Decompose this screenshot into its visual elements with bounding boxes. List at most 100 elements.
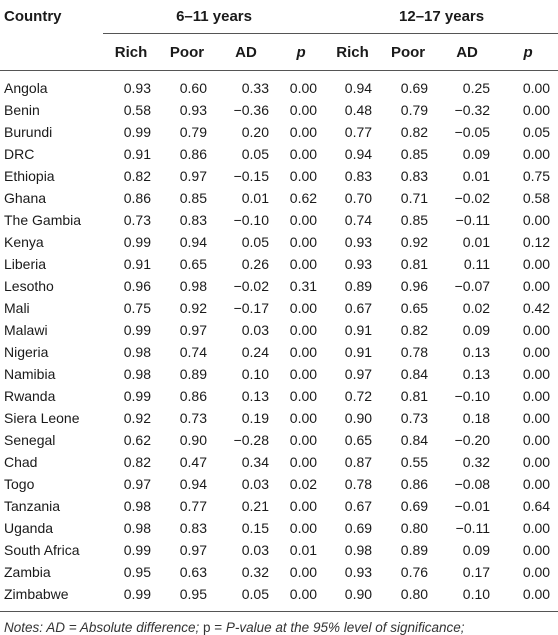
cell-p-6-11: 0.00 <box>289 410 318 426</box>
cell-p-6-11: 0.31 <box>289 278 318 294</box>
cell-p-6-11: 0.00 <box>277 583 326 612</box>
table-row: Zambia 0.95 0.63 0.32 0.00 0.93 0.76 0.17 0.00 <box>0 561 558 583</box>
cell-rich-6-11: 0.62 <box>123 432 151 448</box>
cell-p-6-11: 0.00 <box>289 256 318 272</box>
cell-p-6-11: 0.00 <box>289 212 318 228</box>
cell-p-6-11: 0.62 <box>289 190 318 206</box>
cell-poor-12-17: 0.83 <box>400 168 429 184</box>
cell-p-6-11: 0.00 <box>289 498 318 514</box>
cell-country: Senegal <box>4 432 56 448</box>
cell-ad-6-11: 0.26 <box>241 256 269 272</box>
table-row: Mali 0.75 0.92 −0.17 0.00 0.67 0.65 0.02 0.42 <box>0 297 558 319</box>
table-row: Senegal 0.62 0.90 −0.28 0.00 0.65 0.84 −0.20 0.0… <box>0 429 558 451</box>
cell-rich-12-17: 0.87 <box>344 454 373 470</box>
cell-poor-6-11: 0.93 <box>179 102 207 118</box>
cell-ad-12-17: 0.01 <box>462 168 491 184</box>
cell-p-12-17: 0.00 <box>522 366 551 382</box>
cell-rich-6-11: 0.86 <box>123 190 151 206</box>
cell-country: Kenya <box>4 234 44 250</box>
cell-ad-6-11: 0.21 <box>241 498 269 514</box>
cell-ad-12-17: −0.10 <box>454 388 491 404</box>
cell-country: Mali <box>4 300 30 316</box>
cell-p-12-17: 0.00 <box>522 80 551 96</box>
cell-ad-12-17: 0.13 <box>462 344 491 360</box>
cell-ad-6-11: −0.28 <box>233 432 269 448</box>
cell-rich-12-17: 0.97 <box>344 366 373 382</box>
cell-country: Lesotho <box>4 278 54 294</box>
table-row: Zimbabwe 0.99 0.95 0.05 0.00 0.90 0.80 0.10 0.00 <box>0 583 558 612</box>
table-row: Nigeria 0.98 0.74 0.24 0.00 0.91 0.78 0.13 0.00 <box>0 341 558 363</box>
cell-country: Ghana <box>4 190 47 206</box>
cell-country: Liberia <box>4 256 47 272</box>
notes-text-pvalue: P-value at the 95% level of significance… <box>225 620 465 635</box>
cell-poor-6-11: 0.89 <box>179 366 207 382</box>
cell-rich-6-11: 0.99 <box>123 234 151 250</box>
cell-ad-12-17: −0.11 <box>455 520 491 536</box>
cell-rich-6-11: 0.73 <box>123 212 151 228</box>
cell-p-6-11: 0.00 <box>289 454 318 470</box>
cell-poor-12-17: 0.79 <box>400 102 429 118</box>
cell-ad-12-17: −0.02 <box>454 190 491 206</box>
cell-ad-6-11: 0.10 <box>241 366 269 382</box>
cell-poor-6-11: 0.86 <box>179 388 207 404</box>
cell-rich-6-11: 0.98 <box>123 366 151 382</box>
cell-rich-6-11: 0.99 <box>123 542 151 558</box>
cell-p-12-17: 0.00 <box>522 476 551 492</box>
cell-ad-6-11: 0.24 <box>241 344 269 360</box>
column-header-country: Country <box>4 8 62 26</box>
column-header-ad: AD <box>436 33 499 71</box>
cell-rich-12-17: 0.94 <box>344 80 373 96</box>
cell-rich-12-17: 0.67 <box>344 300 373 316</box>
cell-p-6-11: 0.00 <box>289 520 318 536</box>
cell-rich-12-17: 0.89 <box>344 278 373 294</box>
table-notes: Notes: AD = Absolute difference; p = P-v… <box>0 612 558 635</box>
cell-rich-12-17: 0.98 <box>344 542 373 558</box>
cell-poor-12-17: 0.73 <box>400 410 429 426</box>
cell-poor-12-17: 0.84 <box>400 366 429 382</box>
cell-poor-6-11: 0.85 <box>179 190 207 206</box>
cell-p-6-11: 0.00 <box>289 344 318 360</box>
cell-ad-6-11: 0.13 <box>241 388 269 404</box>
cell-rich-12-17: 0.70 <box>344 190 373 206</box>
cell-poor-6-11: 0.65 <box>179 256 207 272</box>
cell-poor-6-11: 0.47 <box>179 454 207 470</box>
cell-poor-12-17: 0.76 <box>400 564 429 580</box>
cell-poor-6-11: 0.60 <box>179 80 207 96</box>
cell-rich-12-17: 0.77 <box>344 124 373 140</box>
cell-p-6-11: 0.00 <box>289 432 318 448</box>
cell-ad-6-11: 0.05 <box>215 583 277 612</box>
cell-ad-12-17: −0.32 <box>454 102 491 118</box>
cell-rich-6-11: 0.98 <box>123 520 151 536</box>
cell-country: Malawi <box>4 322 48 338</box>
cell-ad-6-11: 0.05 <box>241 234 269 250</box>
cell-ad-6-11: −0.10 <box>233 212 269 228</box>
cell-p-6-11: 0.00 <box>289 146 318 162</box>
table-row: Liberia 0.91 0.65 0.26 0.00 0.93 0.81 0.11 0.00 <box>0 253 558 275</box>
cell-poor-12-17: 0.80 <box>400 520 429 536</box>
cell-country: Zimbabwe <box>0 583 103 612</box>
cell-rich-12-17: 0.67 <box>344 498 373 514</box>
header-row-groups: Country 6–11 years 12–17 years <box>0 0 558 34</box>
cell-country: Benin <box>4 102 40 118</box>
cell-ad-12-17: 0.02 <box>462 300 491 316</box>
cell-poor-12-17: 0.69 <box>400 80 429 96</box>
cell-ad-6-11: 0.03 <box>241 476 269 492</box>
cell-p-12-17: 0.00 <box>522 454 551 470</box>
table-row: South Africa 0.99 0.97 0.03 0.01 0.98 0.89 0.09… <box>0 539 558 561</box>
notes-text-p: p = <box>202 620 226 635</box>
cell-poor-12-17: 0.85 <box>400 212 429 228</box>
cell-poor-12-17: 0.81 <box>400 388 429 404</box>
table-row: Namibia 0.98 0.89 0.10 0.00 0.97 0.84 0.13 0.00 <box>0 363 558 385</box>
data-table: Country 6–11 years 12–17 years Rich Poor… <box>0 0 558 612</box>
cell-ad-12-17: −0.20 <box>454 432 491 448</box>
cell-ad-6-11: 0.19 <box>241 410 269 426</box>
cell-country: Siera Leone <box>4 410 80 426</box>
cell-poor-12-17: 0.69 <box>400 498 429 514</box>
cell-poor-12-17: 0.55 <box>400 454 429 470</box>
cell-poor-12-17: 0.92 <box>400 234 429 250</box>
cell-p-12-17: 0.00 <box>522 146 551 162</box>
cell-ad-6-11: 0.15 <box>241 520 269 536</box>
cell-country: Namibia <box>4 366 56 382</box>
table-row: Burundi 0.99 0.79 0.20 0.00 0.77 0.82 −0.05 0.05 <box>0 121 558 143</box>
